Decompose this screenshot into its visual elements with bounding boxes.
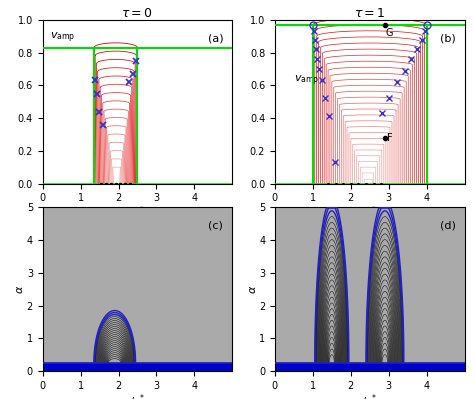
Text: (d): (d) (440, 221, 456, 231)
Text: $v_{\rm amp}$: $v_{\rm amp}$ (294, 73, 319, 88)
X-axis label: $h^*$: $h^*$ (130, 205, 145, 221)
X-axis label: $h^*$: $h^*$ (362, 392, 377, 399)
Text: F: F (387, 133, 392, 143)
Text: (a): (a) (208, 33, 223, 43)
Title: $\tau = 0$: $\tau = 0$ (121, 7, 154, 20)
Title: $\tau = 1$: $\tau = 1$ (354, 7, 385, 20)
Y-axis label: $\alpha$: $\alpha$ (15, 285, 25, 294)
X-axis label: $h^*$: $h^*$ (130, 392, 145, 399)
Text: G: G (386, 28, 393, 38)
Text: (c): (c) (208, 221, 222, 231)
Y-axis label: $\alpha$: $\alpha$ (247, 285, 257, 294)
Text: $v_{\rm amp}$: $v_{\rm amp}$ (50, 31, 76, 45)
Text: (b): (b) (440, 33, 456, 43)
X-axis label: $h^*$: $h^*$ (362, 205, 377, 221)
